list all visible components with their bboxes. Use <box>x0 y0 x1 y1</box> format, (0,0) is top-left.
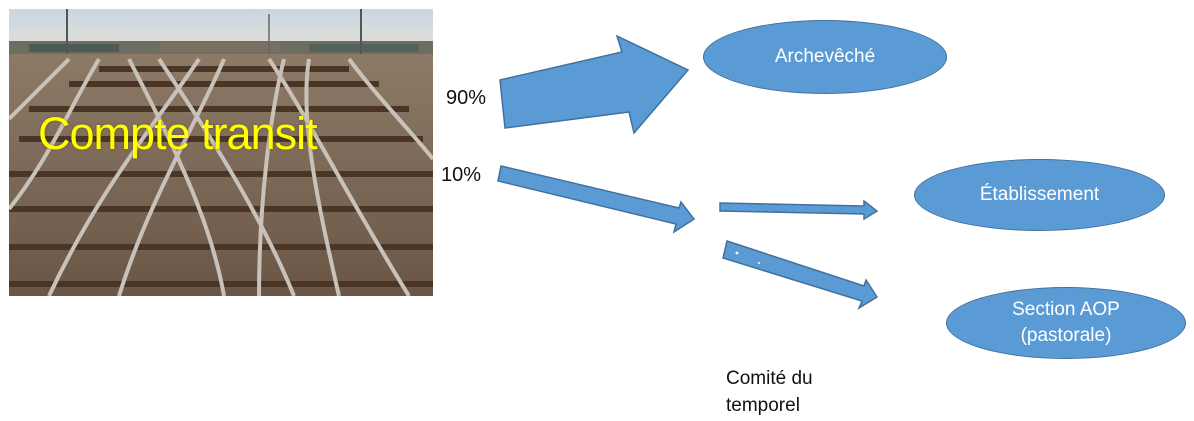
percent-90-label: 90% <box>446 87 487 109</box>
arrow-small <box>497 165 696 234</box>
archdiocese-ellipse: Archevêché <box>703 20 947 94</box>
establishment-ellipse: Établissement <box>914 159 1165 231</box>
establishment-label: Établissement <box>979 184 1100 205</box>
section-aop-line1: Section AOP <box>1012 299 1120 320</box>
arrow-large <box>499 34 690 135</box>
section-aop-line2: (pastorale) <box>1020 325 1112 346</box>
archdiocese-label: Archevêché <box>774 46 876 67</box>
arrow-to-establishment <box>719 199 879 221</box>
railway-photo <box>9 9 433 296</box>
section-aop-label: Section AOP (pastorale) <box>1012 297 1120 349</box>
arrow-to-section <box>722 240 879 310</box>
committee-note-line1: Comité du <box>726 368 813 389</box>
committee-note: Comité du temporel <box>726 365 813 419</box>
section-aop-ellipse: Section AOP (pastorale) <box>946 287 1186 359</box>
percent-10-label: 10% <box>441 164 482 186</box>
committee-note-line2: temporel <box>726 395 800 416</box>
photo-caption: Compte transit <box>38 108 318 159</box>
railway-tracks-photo <box>9 9 433 296</box>
